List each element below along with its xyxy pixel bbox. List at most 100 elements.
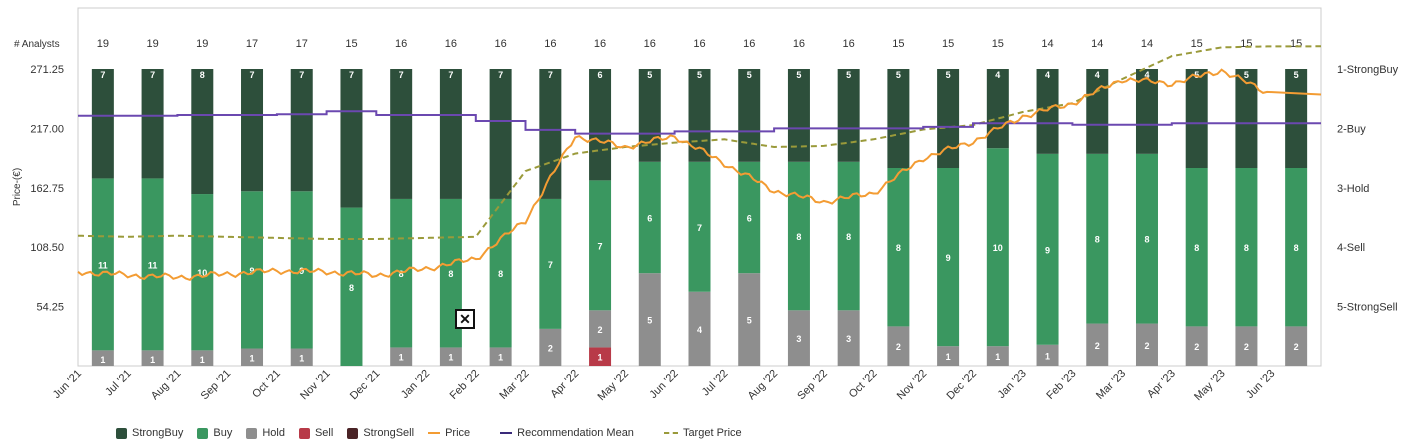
bar-segment-hold[interactable]	[1235, 326, 1258, 366]
bar-value-label: 1	[498, 353, 503, 363]
bar-segment-strongbuy[interactable]	[390, 69, 413, 199]
bar-segment-buy[interactable]	[1235, 168, 1258, 327]
zoom-reset-button[interactable]: ✕	[455, 309, 475, 329]
bar-segment-buy[interactable]	[241, 191, 264, 349]
x-tick-label: Jun '21	[51, 368, 84, 401]
bar-segment-strongbuy[interactable]	[837, 69, 860, 162]
bar-value-label: 9	[250, 266, 255, 276]
bar-segment-buy[interactable]	[539, 198, 562, 329]
bar-segment-buy[interactable]	[91, 178, 114, 351]
bar-segment-buy[interactable]	[1086, 153, 1109, 324]
legend-label: StrongSell	[363, 427, 415, 439]
bar-segment-hold[interactable]	[141, 350, 164, 366]
bar-segment-buy[interactable]	[738, 161, 761, 274]
bar-segment-strongbuy[interactable]	[937, 69, 960, 168]
legend-item-strongbuy[interactable]: StrongBuy	[116, 427, 183, 439]
legend-item-target-price[interactable]: Target Price	[663, 427, 742, 439]
bar-value-label: 4	[1045, 70, 1050, 80]
bar-segment-hold[interactable]	[290, 348, 313, 366]
bar-segment-hold[interactable]	[837, 310, 860, 366]
bar-segment-strongbuy[interactable]	[439, 69, 462, 199]
bar-segment-buy[interactable]	[1036, 153, 1059, 345]
x-tick-label: Oct '21	[250, 368, 283, 401]
bar-value-label: 1	[995, 352, 1000, 362]
legend-item-buy[interactable]: Buy	[197, 427, 232, 439]
bar-segment-buy[interactable]	[688, 161, 711, 292]
bar-segment-hold[interactable]	[489, 347, 512, 366]
bar-segment-strongbuy[interactable]	[986, 69, 1009, 149]
bar-segment-strongbuy[interactable]	[141, 69, 164, 179]
rating-scale-label: 4-Sell	[1337, 242, 1365, 254]
legend-item-sell[interactable]: Sell	[298, 427, 333, 439]
bar-segment-hold[interactable]	[688, 291, 711, 366]
bar-segment-hold[interactable]	[887, 326, 910, 366]
bar-segment-hold[interactable]	[1285, 326, 1308, 366]
y-tick-label: 217.00	[30, 123, 64, 135]
bar-segment-hold[interactable]	[390, 347, 413, 366]
bar-segment-buy[interactable]	[937, 168, 960, 347]
bar-segment-buy[interactable]	[141, 178, 164, 351]
analyst-count: 17	[296, 38, 308, 50]
legend-item-strongsell[interactable]: StrongSell	[347, 427, 414, 439]
bar-segment-strongbuy[interactable]	[1135, 69, 1158, 154]
bar-segment-buy[interactable]	[589, 180, 612, 311]
y-tick-label: 108.50	[30, 242, 64, 254]
analyst-count: 16	[793, 38, 805, 50]
bar-segment-hold[interactable]	[1036, 344, 1059, 366]
bar-value-label: 2	[896, 342, 901, 352]
bar-segment-hold[interactable]	[91, 350, 114, 366]
bar-segment-strongbuy[interactable]	[191, 69, 214, 195]
bar-segment-hold[interactable]	[191, 350, 214, 366]
bar-value-label: 7	[498, 70, 503, 80]
bar-segment-hold[interactable]	[1086, 323, 1109, 366]
analyst-count: 16	[843, 38, 855, 50]
bar-segment-buy[interactable]	[837, 161, 860, 311]
bar-segment-hold[interactable]	[539, 328, 562, 366]
bar-segment-buy[interactable]	[489, 198, 512, 348]
bar-segment-strongbuy[interactable]	[1235, 69, 1258, 168]
bar-segment-buy[interactable]	[887, 168, 910, 327]
bar-segment-strongbuy[interactable]	[1086, 69, 1109, 154]
bar-segment-buy[interactable]	[638, 161, 661, 274]
bar-segment-buy[interactable]	[1185, 168, 1208, 327]
y-axis-title: Price-(€)	[12, 168, 23, 206]
bar-segment-buy[interactable]	[986, 148, 1009, 347]
bar-segment-buy[interactable]	[787, 161, 810, 311]
bar-segment-hold[interactable]	[1185, 326, 1208, 366]
bar-segment-sell[interactable]	[589, 347, 612, 366]
legend-item-hold[interactable]: Hold	[246, 427, 285, 439]
bar-segment-strongbuy[interactable]	[1285, 69, 1308, 168]
bar-segment-strongbuy[interactable]	[91, 69, 114, 179]
bar-segment-hold[interactable]	[638, 273, 661, 366]
bar-segment-hold[interactable]	[241, 348, 264, 366]
bar-segment-strongbuy[interactable]	[887, 69, 910, 168]
bar-segment-buy[interactable]	[1135, 153, 1158, 324]
bar-segment-strongbuy[interactable]	[738, 69, 761, 162]
bar-segment-hold[interactable]	[787, 310, 810, 366]
bar-segment-strongbuy[interactable]	[688, 69, 711, 162]
bar-segment-hold[interactable]	[589, 310, 612, 348]
bar-segment-hold[interactable]	[986, 346, 1009, 366]
bar-segment-strongbuy[interactable]	[1185, 69, 1208, 168]
bar-segment-buy[interactable]	[340, 207, 363, 366]
bar-segment-buy[interactable]	[1285, 168, 1308, 327]
bar-segment-strongbuy[interactable]	[638, 69, 661, 162]
bar-segment-hold[interactable]	[1135, 323, 1158, 366]
bar-value-label: 8	[200, 70, 205, 80]
bar-segment-strongbuy[interactable]	[489, 69, 512, 199]
bar-segment-strongbuy[interactable]	[290, 69, 313, 192]
bar-segment-hold[interactable]	[439, 347, 462, 366]
bar-segment-strongbuy[interactable]	[589, 69, 612, 181]
bar-segment-strongbuy[interactable]	[241, 69, 264, 192]
legend-item-recommendation-mean[interactable]: Recommendation Mean	[500, 427, 634, 439]
bar-segment-strongbuy[interactable]	[787, 69, 810, 162]
bar-value-label: 8	[1095, 235, 1100, 245]
bar-segment-strongbuy[interactable]	[539, 69, 562, 199]
bar-value-label: 4	[1144, 70, 1149, 80]
bar-segment-buy[interactable]	[191, 194, 214, 351]
bar-segment-hold[interactable]	[738, 273, 761, 366]
bar-segment-hold[interactable]	[937, 346, 960, 366]
legend-item-price[interactable]: Price	[428, 427, 470, 439]
price-line	[77, 68, 1322, 282]
bar-segment-strongbuy[interactable]	[340, 69, 363, 208]
